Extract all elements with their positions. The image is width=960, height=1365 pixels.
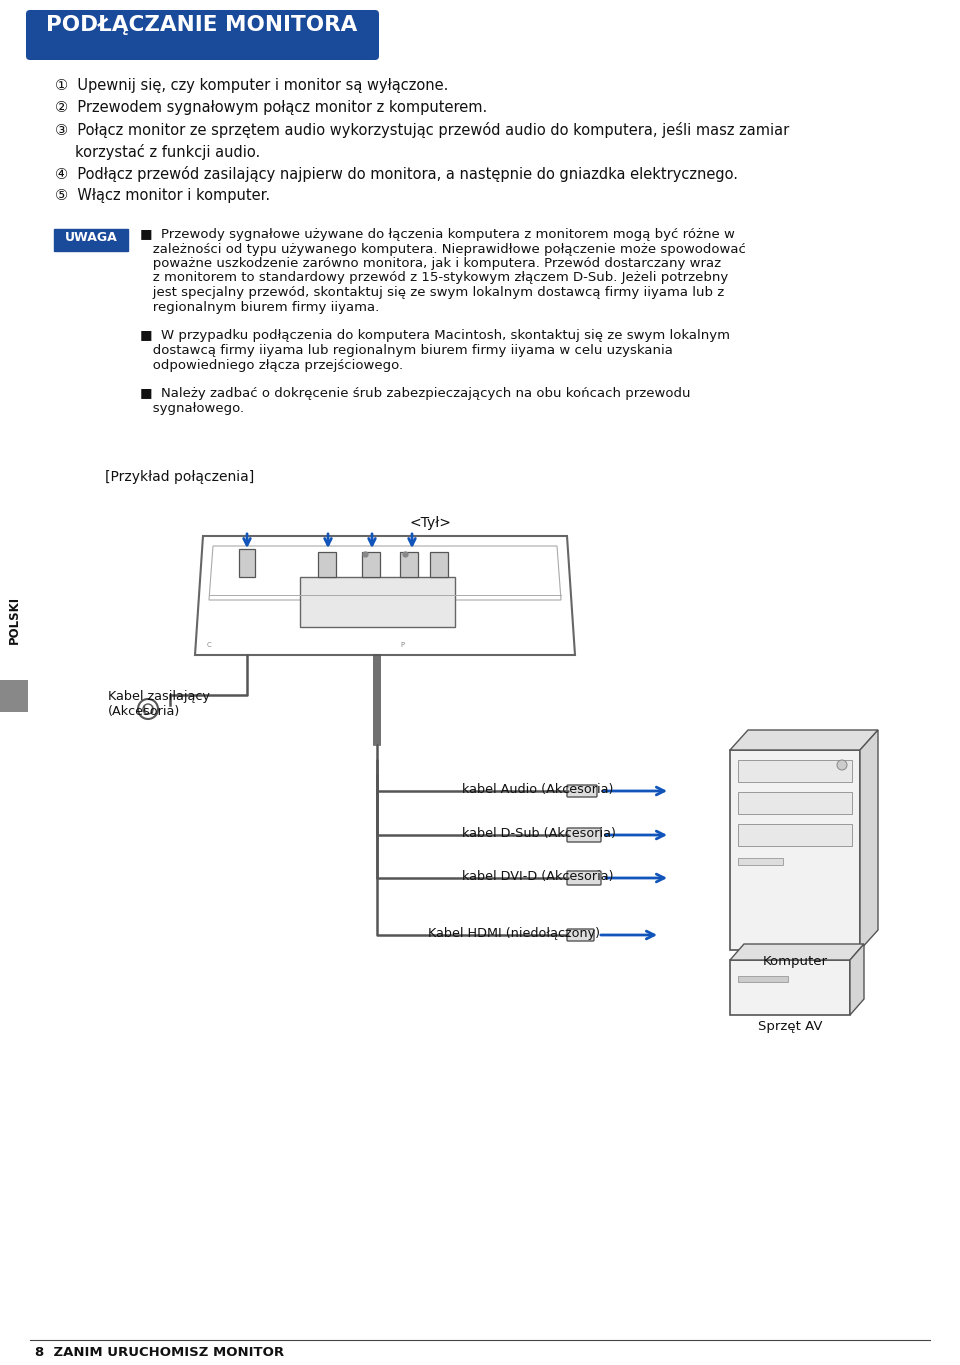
Text: POLSKI: POLSKI (8, 597, 20, 644)
Polygon shape (730, 945, 864, 960)
Text: poważne uszkodzenie zarówno monitora, jak i komputera. Przewód dostarczany wraz: poważne uszkodzenie zarówno monitora, ja… (140, 257, 721, 270)
Text: Kabel zasilający
(Akcesoria): Kabel zasilający (Akcesoria) (108, 689, 210, 718)
Text: ③  Połącz monitor ze sprzętem audio wykorzystując przewód audio do komputera, je: ③ Połącz monitor ze sprzętem audio wykor… (55, 121, 789, 138)
Polygon shape (860, 730, 878, 950)
Text: z monitorem to standardowy przewód z 15-stykowym złączem D-Sub. Jeżeli potrzebny: z monitorem to standardowy przewód z 15-… (140, 272, 729, 284)
Text: ④  Podłącz przewód zasilający najpierw do monitora, a następnie do gniazdka elek: ④ Podłącz przewód zasilający najpierw do… (55, 167, 738, 182)
Text: ■  Należy zadbać o dokręcenie śrub zabezpieczających na obu końcach przewodu: ■ Należy zadbać o dokręcenie śrub zabezp… (140, 388, 690, 400)
FancyBboxPatch shape (567, 871, 601, 885)
Bar (362, 551, 380, 577)
Text: ■  Przewody sygnałowe używane do łączenia komputera z monitorem mogą być różne w: ■ Przewody sygnałowe używane do łączenia… (140, 228, 734, 242)
FancyBboxPatch shape (26, 10, 379, 60)
FancyBboxPatch shape (567, 930, 594, 940)
Text: korzystać z funkcji audio.: korzystać z funkcji audio. (75, 143, 260, 160)
Polygon shape (730, 730, 878, 749)
Bar (738, 824, 852, 846)
Bar (730, 749, 860, 950)
Bar (400, 551, 418, 577)
FancyBboxPatch shape (567, 829, 601, 842)
Text: [Przykład połączenia]: [Przykład połączenia] (105, 470, 254, 485)
Text: PODŁĄCZANIE MONITORA: PODŁĄCZANIE MONITORA (46, 15, 358, 35)
Text: C: C (207, 642, 212, 648)
Text: zależności od typu używanego komputera. Nieprawidłowe połączenie może spowodować: zależności od typu używanego komputera. … (140, 243, 746, 255)
Text: 8  ZANIM URUCHOMISZ MONITOR: 8 ZANIM URUCHOMISZ MONITOR (35, 1346, 284, 1360)
Text: jest specjalny przewód, skontaktuj się ze swym lokalnym dostawcą firmy iiyama lu: jest specjalny przewód, skontaktuj się z… (140, 287, 724, 299)
Text: sygnałowego.: sygnałowego. (140, 403, 244, 415)
Text: kabel Audio (Akcesoria): kabel Audio (Akcesoria) (462, 784, 613, 796)
Bar (738, 859, 783, 865)
Bar (318, 551, 336, 577)
Bar (430, 551, 448, 577)
Circle shape (837, 760, 847, 770)
FancyBboxPatch shape (567, 785, 597, 797)
Bar (0, 680, 28, 713)
Text: kabel DVI-D (Akcesoria): kabel DVI-D (Akcesoria) (462, 870, 613, 883)
Text: kabel D-Sub (Akcesoria): kabel D-Sub (Akcesoria) (462, 827, 616, 839)
Bar (730, 960, 850, 1016)
Text: dostawcą firmy iiyama lub regionalnym biurem firmy iiyama w celu uzyskania: dostawcą firmy iiyama lub regionalnym bi… (140, 344, 673, 358)
Text: ①  Upewnij się, czy komputer i monitor są wyłączone.: ① Upewnij się, czy komputer i monitor są… (55, 78, 448, 93)
Bar (239, 549, 255, 577)
Bar (738, 976, 788, 981)
Text: UWAGA: UWAGA (64, 231, 117, 244)
FancyBboxPatch shape (54, 229, 128, 251)
Bar (738, 760, 852, 782)
Text: Komputer: Komputer (762, 955, 828, 968)
Text: ②  Przewodem sygnałowym połącz monitor z komputerem.: ② Przewodem sygnałowym połącz monitor z … (55, 100, 488, 115)
Text: Kabel HDMI (niedоłączony): Kabel HDMI (niedоłączony) (428, 927, 600, 940)
Text: ⑤  Włącz monitor i komputer.: ⑤ Włącz monitor i komputer. (55, 188, 270, 203)
Bar (300, 577, 455, 627)
Text: odpowiedniego złącza przejściowego.: odpowiedniego złącza przejściowego. (140, 359, 403, 371)
Text: <Tył>: <Tył> (409, 516, 451, 530)
Text: P: P (400, 642, 404, 648)
Bar (738, 792, 852, 814)
Text: ■  W przypadku podłączenia do komputera Macintosh, skontaktuj się ze swym lokaln: ■ W przypadku podłączenia do komputera M… (140, 329, 730, 343)
Text: regionalnym biurem firmy iiyama.: regionalnym biurem firmy iiyama. (140, 300, 379, 314)
Polygon shape (850, 945, 864, 1016)
Text: Sprzęt AV: Sprzęt AV (757, 1020, 823, 1033)
